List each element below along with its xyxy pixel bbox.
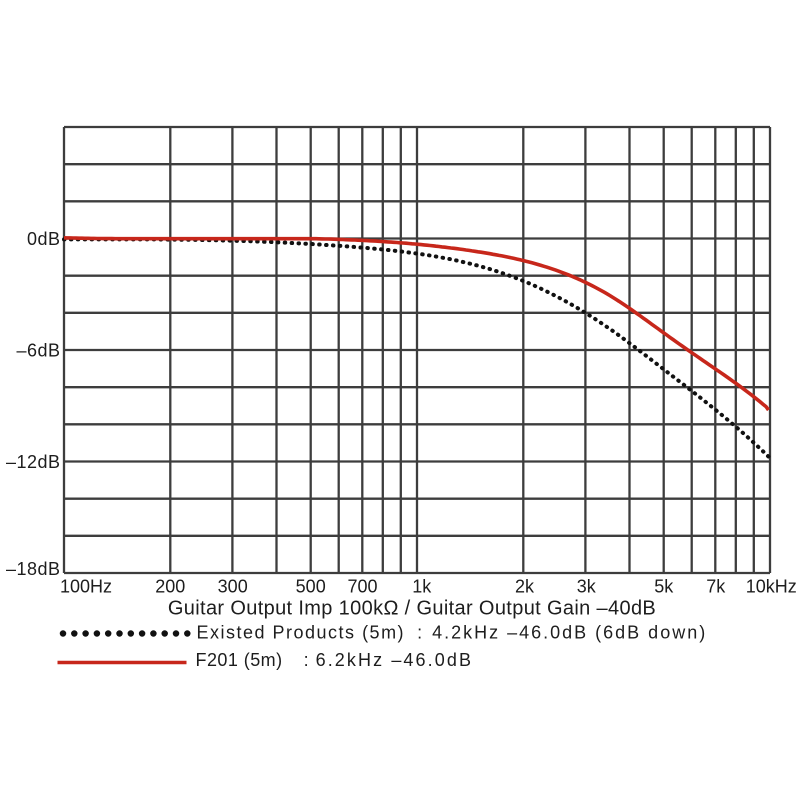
- svg-text:10kHz: 10kHz: [746, 577, 797, 597]
- svg-text:7k: 7k: [706, 577, 726, 597]
- svg-text:200: 200: [155, 577, 185, 597]
- svg-text:2k: 2k: [515, 577, 535, 597]
- svg-text:700: 700: [347, 577, 377, 597]
- svg-text:–6dB: –6dB: [16, 341, 60, 361]
- svg-text:3k: 3k: [577, 577, 597, 597]
- svg-text:–12dB: –12dB: [6, 452, 61, 472]
- svg-text:1k: 1k: [412, 577, 432, 597]
- svg-text:500: 500: [296, 577, 326, 597]
- svg-text:Existed Products (5m):4.2kHz –: Existed Products (5m):4.2kHz –46.0dB (6d…: [197, 623, 708, 643]
- svg-text:Guitar Output Imp 100kΩ / Guit: Guitar Output Imp 100kΩ / Guitar Output …: [168, 598, 656, 620]
- svg-text:100Hz: 100Hz: [60, 577, 112, 597]
- svg-text:300: 300: [218, 577, 248, 597]
- svg-text:5k: 5k: [654, 577, 674, 597]
- svg-text:–18dB: –18dB: [6, 559, 61, 579]
- svg-text:0dB: 0dB: [27, 229, 61, 249]
- svg-text:F201 (5m):6.2kHz –46.0dB: F201 (5m):6.2kHz –46.0dB: [196, 650, 474, 670]
